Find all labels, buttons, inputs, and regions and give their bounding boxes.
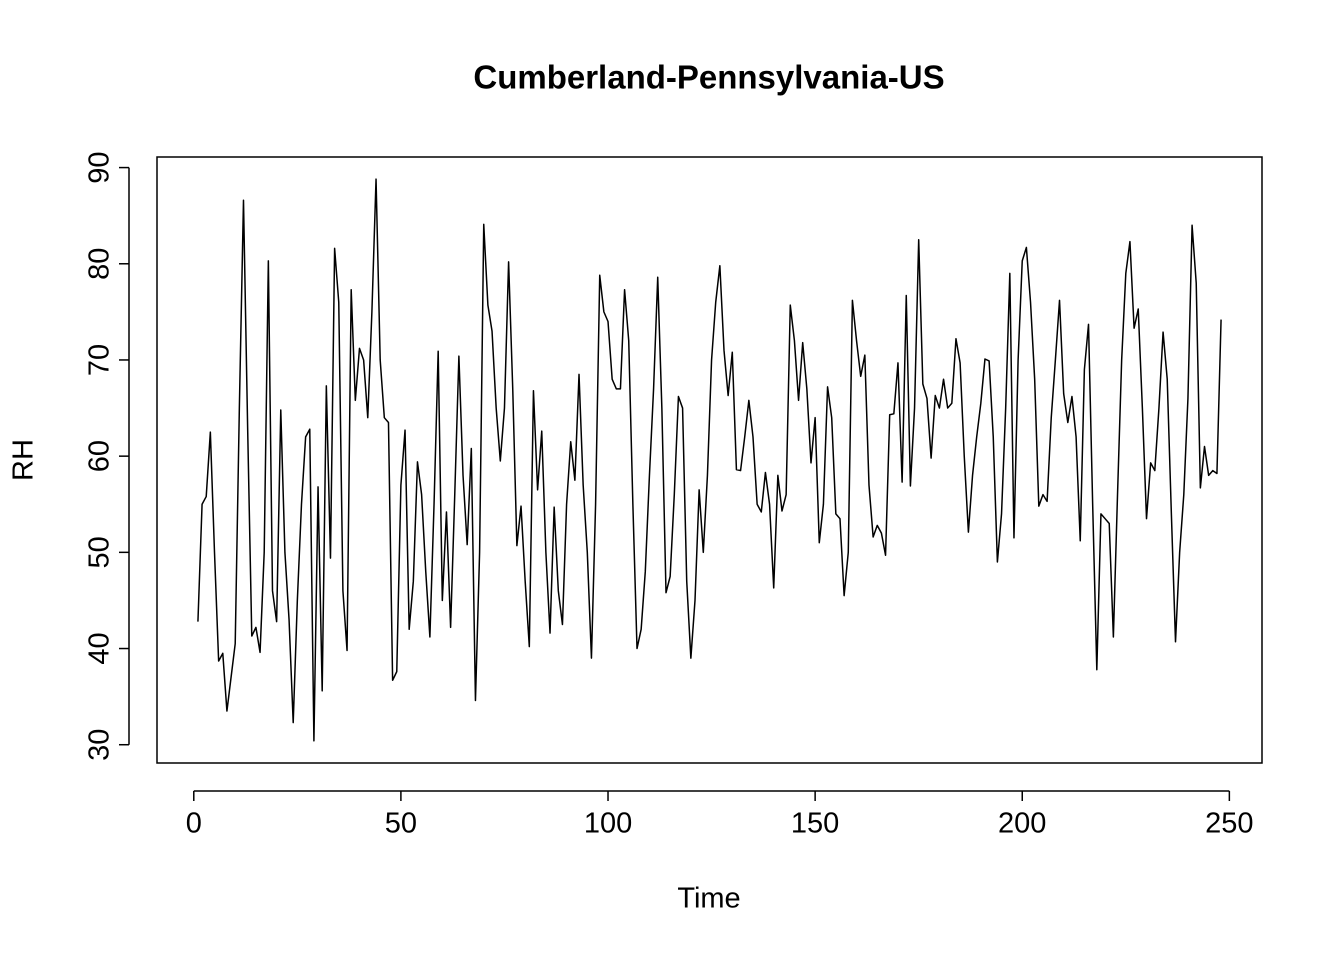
y-tick-label: 80 (84, 248, 116, 280)
y-tick-label: 90 (84, 151, 116, 183)
x-axis-title: Time (677, 883, 740, 915)
y-tick-label: 30 (84, 729, 116, 761)
x-tick-label: 0 (186, 808, 202, 840)
data-line (197, 178, 1222, 742)
x-tick-label: 50 (385, 808, 417, 840)
y-tick-label: 40 (84, 632, 116, 664)
plot-frame (156, 156, 1263, 764)
x-tick-label: 250 (1205, 808, 1253, 840)
x-tick-label: 200 (998, 808, 1046, 840)
chart-title: Cumberland-Pennsylvania-US (473, 59, 944, 96)
y-tick-label: 60 (84, 440, 116, 472)
y-tick-label: 70 (84, 344, 116, 376)
x-tick-label: 100 (584, 808, 632, 840)
y-tick-label: 50 (84, 536, 116, 568)
x-tick-label: 150 (791, 808, 839, 840)
y-axis-title: RH (8, 439, 40, 481)
